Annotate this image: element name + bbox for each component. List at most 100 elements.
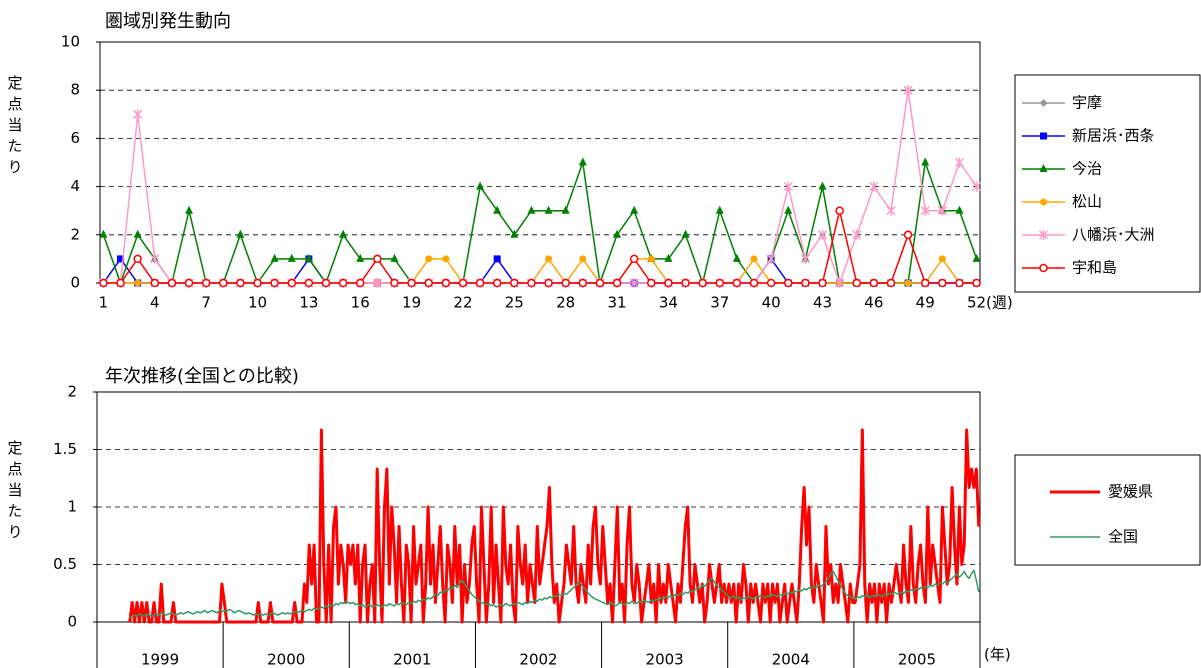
legend-label: 全国: [1108, 528, 1138, 546]
marker: [835, 206, 844, 215]
marker: [545, 255, 553, 263]
marker: [544, 278, 553, 288]
marker: [801, 278, 810, 288]
marker: [372, 278, 382, 288]
plot-frame: [96, 391, 981, 623]
x-tick-label: 2003: [646, 651, 684, 668]
marker: [903, 85, 913, 96]
legend-label: 八幡浜･大洲: [1072, 226, 1155, 244]
marker: [937, 205, 947, 216]
x-tick-label: 1999: [141, 651, 179, 668]
marker: [835, 278, 845, 288]
marker: [869, 278, 879, 288]
x-tick-label: 7: [201, 294, 211, 312]
marker: [510, 229, 519, 238]
marker: [817, 229, 828, 240]
marker: [184, 278, 194, 288]
marker: [954, 157, 964, 168]
marker: [561, 278, 570, 288]
marker: [407, 278, 416, 288]
marker: [578, 157, 587, 166]
marker: [133, 229, 142, 238]
marker: [1040, 132, 1047, 140]
y-tick-label: 2: [70, 225, 80, 243]
marker: [304, 253, 313, 262]
marker: [390, 278, 399, 288]
marker: [612, 278, 622, 288]
y-axis-label: 定点当たり: [6, 440, 24, 545]
marker: [493, 255, 501, 263]
x-tick-label: 2002: [519, 651, 557, 668]
chart-title: 年次推移(全国との比較): [105, 366, 299, 387]
marker: [253, 278, 262, 288]
y-tick-label: 6: [70, 129, 80, 147]
marker: [304, 278, 314, 288]
marker: [766, 253, 776, 264]
y-tick-label: 0: [70, 274, 80, 292]
marker: [869, 181, 879, 192]
marker: [732, 253, 741, 262]
series-line: [103, 258, 977, 284]
legend-label: 宇和島: [1072, 259, 1117, 277]
marker: [117, 255, 125, 263]
legend-label: 新居浜･西条: [1072, 127, 1155, 145]
marker: [270, 278, 279, 288]
marker: [201, 278, 211, 288]
marker: [338, 278, 348, 288]
series-line: [103, 89, 978, 284]
marker: [629, 254, 639, 264]
x-tick-label: 2004: [772, 651, 810, 668]
marker: [424, 278, 433, 288]
marker: [938, 278, 947, 288]
marker: [766, 278, 776, 288]
x-tick-label: 10: [248, 294, 267, 312]
series-line: [102, 161, 978, 284]
x-tick-label: 34: [659, 294, 678, 312]
marker: [1040, 198, 1047, 206]
legend-label: 今治: [1072, 160, 1102, 178]
x-tick-label: 1: [99, 294, 109, 312]
marker: [938, 255, 946, 263]
legend-label: 松山: [1072, 193, 1102, 211]
marker: [732, 278, 742, 288]
marker: [818, 181, 827, 190]
series-line: [129, 569, 980, 619]
marker: [493, 205, 502, 214]
x-tick-label: 2005: [898, 651, 936, 668]
series-line: [103, 209, 977, 284]
marker: [595, 278, 605, 288]
marker: [972, 278, 981, 288]
x-tick-label: 22: [453, 294, 472, 312]
marker: [219, 278, 228, 288]
marker: [681, 229, 690, 238]
x-tick-label: 46: [864, 294, 883, 312]
legend-box: [1014, 454, 1201, 566]
x-tick-label: 37: [710, 294, 729, 312]
marker: [116, 278, 125, 288]
y-axis-label: 定点当たり: [6, 75, 24, 180]
y-tick-label: 10: [61, 33, 80, 51]
x-axis-unit: (週): [986, 294, 1013, 312]
marker: [579, 255, 587, 263]
marker: [544, 205, 553, 214]
marker: [664, 253, 673, 262]
x-tick-label: 31: [607, 294, 626, 312]
marker: [475, 278, 485, 288]
marker: [818, 278, 827, 288]
series-line: [128, 428, 981, 624]
marker: [458, 278, 468, 288]
marker: [99, 229, 108, 238]
marker: [1039, 263, 1048, 273]
marker: [356, 253, 365, 262]
x-tick-label: 13: [299, 294, 318, 312]
marker: [1038, 230, 1049, 240]
marker: [903, 230, 913, 240]
marker: [955, 278, 964, 288]
x-axis-unit: (年): [984, 646, 1011, 664]
marker: [852, 278, 861, 288]
marker: [852, 229, 862, 240]
y-tick-label: 2: [67, 383, 77, 401]
marker: [1039, 164, 1048, 172]
marker: [904, 279, 912, 287]
marker: [783, 278, 793, 288]
